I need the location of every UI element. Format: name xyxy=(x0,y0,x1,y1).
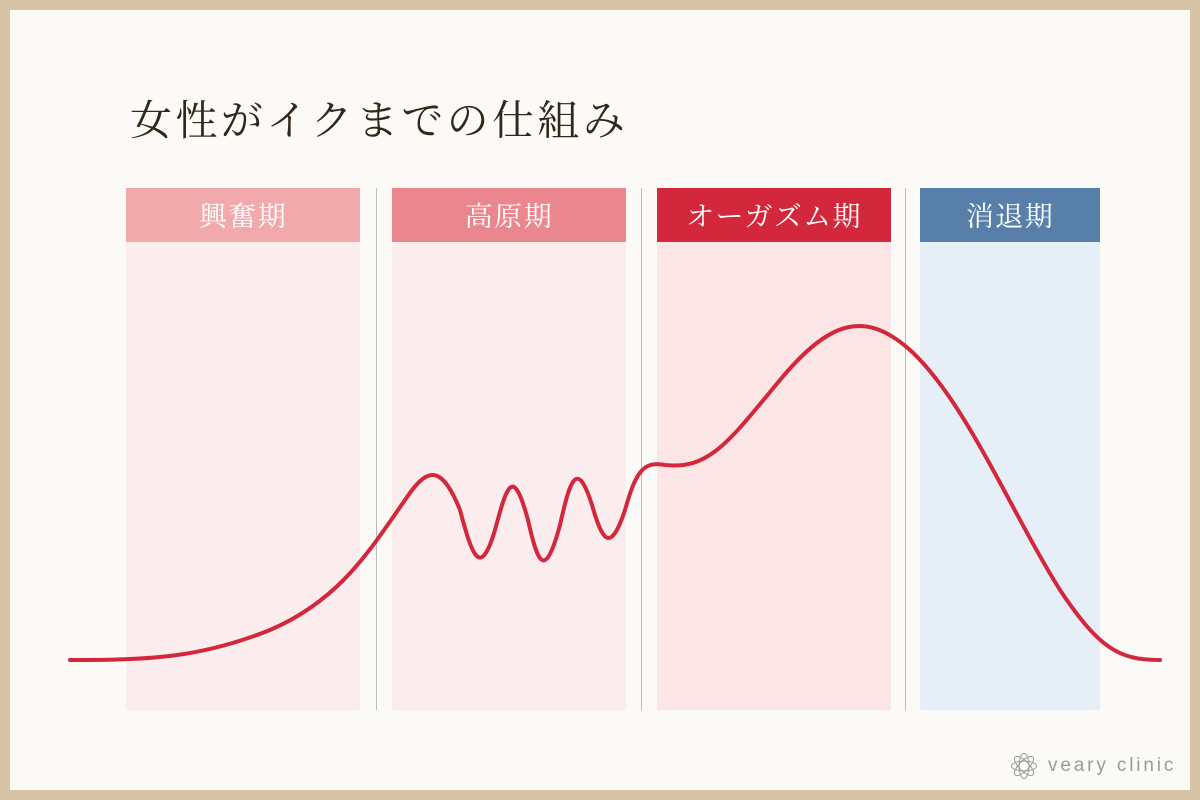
response-curve xyxy=(10,10,1200,800)
outer-frame: 女性がイクまでの仕組み 興奮期高原期オーガズム期消退期 veary clinic xyxy=(0,0,1200,800)
brand-text: veary clinic xyxy=(1048,755,1176,777)
brand-logo: veary clinic xyxy=(1010,752,1176,780)
flower-icon xyxy=(1010,752,1038,780)
